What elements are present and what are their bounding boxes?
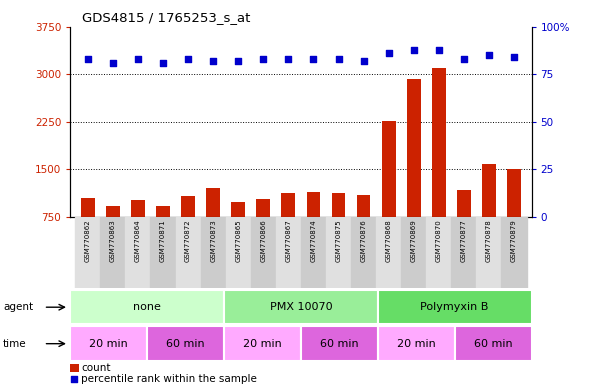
Bar (452, 217, 477, 288)
Point (208, 58, 218, 64)
Text: time: time (3, 339, 27, 349)
Text: count: count (81, 363, 111, 373)
Bar (200, 217, 225, 288)
Text: PMX 10070: PMX 10070 (269, 302, 332, 312)
Text: 60 min: 60 min (166, 339, 205, 349)
Text: GSM770879: GSM770879 (511, 219, 517, 262)
Bar (301, 217, 326, 288)
Text: 20 min: 20 min (397, 339, 436, 349)
Bar (224, 326, 301, 361)
Bar (477, 217, 502, 288)
Text: GSM770868: GSM770868 (386, 219, 392, 262)
Text: GSM770870: GSM770870 (436, 219, 442, 262)
Bar (100, 217, 125, 288)
Bar (326, 217, 351, 288)
Bar (507, 169, 521, 217)
Bar (432, 68, 445, 217)
Text: none: none (133, 302, 161, 312)
Bar (382, 121, 395, 217)
Text: 60 min: 60 min (474, 339, 513, 349)
Text: Polymyxin B: Polymyxin B (420, 302, 489, 312)
Text: agent: agent (3, 302, 33, 312)
Point (158, 60, 168, 66)
Bar (407, 79, 420, 217)
Text: GSM770871: GSM770871 (160, 219, 166, 262)
Point (384, 50, 393, 56)
Text: GSM770876: GSM770876 (360, 219, 367, 262)
Point (258, 56, 268, 62)
Bar (301, 326, 378, 361)
Bar (307, 192, 320, 217)
Bar (175, 217, 200, 288)
Bar (70, 364, 79, 372)
Bar (257, 199, 270, 217)
Bar (332, 193, 345, 217)
Point (108, 60, 118, 66)
Bar (482, 164, 496, 217)
Text: GSM770864: GSM770864 (135, 219, 141, 262)
Bar (224, 290, 378, 324)
Point (334, 56, 343, 62)
Point (484, 52, 494, 58)
Point (409, 46, 419, 53)
Bar (181, 196, 195, 217)
Bar (156, 205, 170, 217)
Bar (225, 217, 251, 288)
Text: GSM770869: GSM770869 (411, 219, 417, 262)
Text: GSM770863: GSM770863 (110, 219, 116, 262)
Text: GSM770865: GSM770865 (235, 219, 241, 262)
Text: GSM770867: GSM770867 (285, 219, 291, 262)
Bar (455, 326, 532, 361)
Text: GSM770877: GSM770877 (461, 219, 467, 262)
Bar (378, 290, 532, 324)
Text: GDS4815 / 1765253_s_at: GDS4815 / 1765253_s_at (82, 12, 251, 25)
Bar (150, 217, 175, 288)
Text: GSM770873: GSM770873 (210, 219, 216, 262)
Point (241, 323, 251, 329)
Bar (502, 217, 527, 288)
Bar (70, 290, 224, 324)
Point (233, 58, 243, 64)
Point (133, 56, 143, 62)
Text: GSM770862: GSM770862 (85, 219, 91, 262)
Text: 20 min: 20 min (243, 339, 282, 349)
Point (83, 56, 93, 62)
Text: GSM770878: GSM770878 (486, 219, 492, 262)
Bar (457, 190, 470, 217)
Text: GSM770874: GSM770874 (310, 219, 316, 262)
Bar (75, 217, 100, 288)
Bar (207, 189, 220, 217)
Bar (282, 193, 295, 217)
Text: GSM770875: GSM770875 (335, 219, 342, 262)
Bar (376, 217, 401, 288)
Bar (401, 217, 426, 288)
Point (183, 56, 193, 62)
Bar (351, 217, 376, 288)
Bar (147, 326, 224, 361)
Text: GSM770872: GSM770872 (185, 219, 191, 262)
Bar (81, 198, 95, 217)
Bar (276, 217, 301, 288)
Point (309, 56, 318, 62)
Bar (426, 217, 452, 288)
Bar (357, 195, 370, 217)
Text: 20 min: 20 min (89, 339, 128, 349)
Point (284, 56, 293, 62)
Text: GSM770866: GSM770866 (260, 219, 266, 262)
Point (509, 54, 519, 60)
Bar (106, 206, 120, 217)
Bar (251, 217, 276, 288)
Bar (125, 217, 150, 288)
Point (359, 58, 368, 64)
Point (459, 56, 469, 62)
Bar (378, 326, 455, 361)
Text: 60 min: 60 min (320, 339, 359, 349)
Bar (70, 326, 147, 361)
Bar (232, 202, 245, 217)
Text: percentile rank within the sample: percentile rank within the sample (81, 374, 257, 384)
Bar (131, 200, 145, 217)
Point (434, 46, 444, 53)
